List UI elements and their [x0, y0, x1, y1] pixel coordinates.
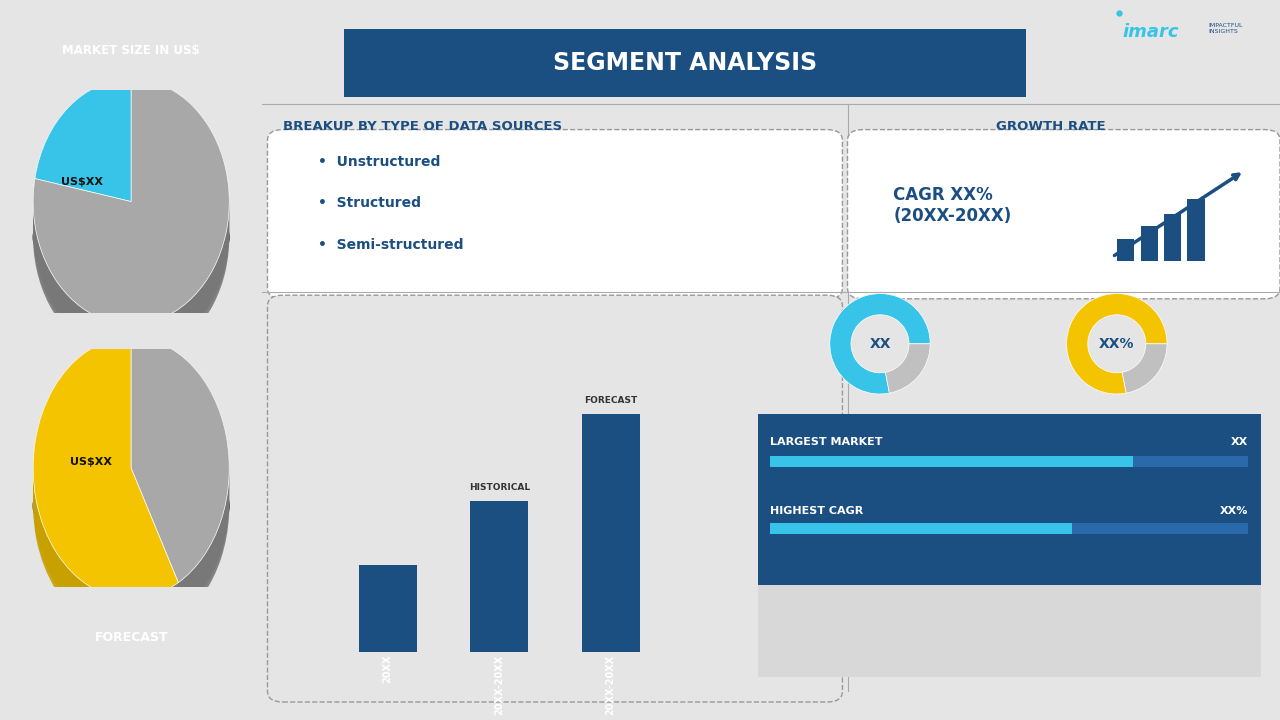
Wedge shape [35, 78, 131, 202]
Wedge shape [33, 375, 178, 636]
Wedge shape [131, 337, 229, 582]
Wedge shape [33, 359, 178, 621]
Wedge shape [35, 84, 131, 207]
Wedge shape [131, 375, 229, 621]
Wedge shape [33, 78, 229, 324]
Wedge shape [35, 104, 131, 227]
Bar [771, 523, 1248, 534]
Bar [758, 585, 1261, 677]
Wedge shape [33, 109, 229, 355]
Wedge shape [131, 364, 229, 610]
Wedge shape [886, 344, 931, 393]
Text: IMPACTFUL
INSIGHTS: IMPACTFUL INSIGHTS [1208, 24, 1243, 34]
Text: SEGMENT ANALYSIS: SEGMENT ANALYSIS [553, 51, 817, 75]
Bar [771, 523, 1073, 534]
Text: US$XX: US$XX [61, 176, 104, 186]
Text: US$XX: US$XX [70, 457, 113, 467]
Wedge shape [35, 89, 131, 212]
Bar [1117, 239, 1134, 261]
Wedge shape [1066, 294, 1167, 394]
Wedge shape [35, 99, 131, 222]
Text: imarc: imarc [1123, 23, 1179, 41]
Bar [771, 456, 1248, 467]
Wedge shape [131, 337, 229, 582]
Text: GROWTH RATE: GROWTH RATE [996, 120, 1106, 132]
Wedge shape [33, 354, 178, 615]
Wedge shape [1123, 344, 1167, 393]
Text: HIGHEST CAGR: HIGHEST CAGR [771, 506, 864, 516]
Wedge shape [131, 354, 229, 599]
Text: XX: XX [1231, 436, 1248, 446]
Wedge shape [33, 89, 229, 335]
Wedge shape [33, 370, 178, 631]
Text: FORECAST: FORECAST [95, 631, 168, 644]
FancyBboxPatch shape [268, 130, 842, 299]
Text: CAGR XX%
(20XX-20XX): CAGR XX% (20XX-20XX) [893, 186, 1011, 225]
FancyBboxPatch shape [847, 130, 1280, 299]
Wedge shape [33, 84, 229, 330]
Wedge shape [33, 94, 229, 340]
Wedge shape [33, 364, 178, 626]
Text: XX%: XX% [1100, 337, 1134, 351]
Bar [358, 564, 417, 652]
Wedge shape [35, 114, 131, 238]
Wedge shape [131, 370, 229, 615]
FancyBboxPatch shape [344, 29, 1025, 97]
Bar [470, 501, 529, 652]
Text: •  Unstructured: • Unstructured [319, 155, 440, 169]
Bar [758, 414, 1261, 585]
Wedge shape [33, 99, 229, 345]
Wedge shape [131, 359, 229, 604]
Text: HISTORICAL: HISTORICAL [468, 483, 530, 492]
Wedge shape [33, 337, 178, 598]
Text: MARKET SIZE IN US$: MARKET SIZE IN US$ [63, 44, 200, 57]
Wedge shape [33, 348, 178, 610]
Ellipse shape [33, 195, 229, 280]
Text: FORECAST: FORECAST [584, 396, 637, 405]
FancyBboxPatch shape [268, 295, 842, 702]
Wedge shape [35, 78, 131, 202]
Wedge shape [33, 104, 229, 350]
Wedge shape [131, 348, 229, 593]
Wedge shape [33, 78, 229, 324]
Ellipse shape [33, 461, 229, 552]
Text: LARGEST MARKET: LARGEST MARKET [771, 436, 883, 446]
Text: BREAKUP BY TYPE OF DATA SOURCES: BREAKUP BY TYPE OF DATA SOURCES [283, 120, 562, 132]
Text: XX%: XX% [1220, 506, 1248, 516]
Wedge shape [33, 343, 178, 604]
Bar [1188, 199, 1204, 261]
Bar [581, 414, 640, 652]
Bar [771, 456, 1133, 467]
Wedge shape [131, 343, 229, 588]
Bar [1164, 214, 1181, 261]
Text: XX: XX [869, 337, 891, 351]
Text: •  Structured: • Structured [319, 196, 421, 210]
Wedge shape [33, 337, 178, 598]
Wedge shape [829, 294, 931, 394]
Wedge shape [33, 114, 229, 360]
Text: CURRENT: CURRENT [99, 300, 164, 312]
Text: •  Semi-structured: • Semi-structured [319, 238, 463, 252]
Wedge shape [35, 94, 131, 217]
Bar [1140, 226, 1158, 261]
Wedge shape [35, 109, 131, 233]
